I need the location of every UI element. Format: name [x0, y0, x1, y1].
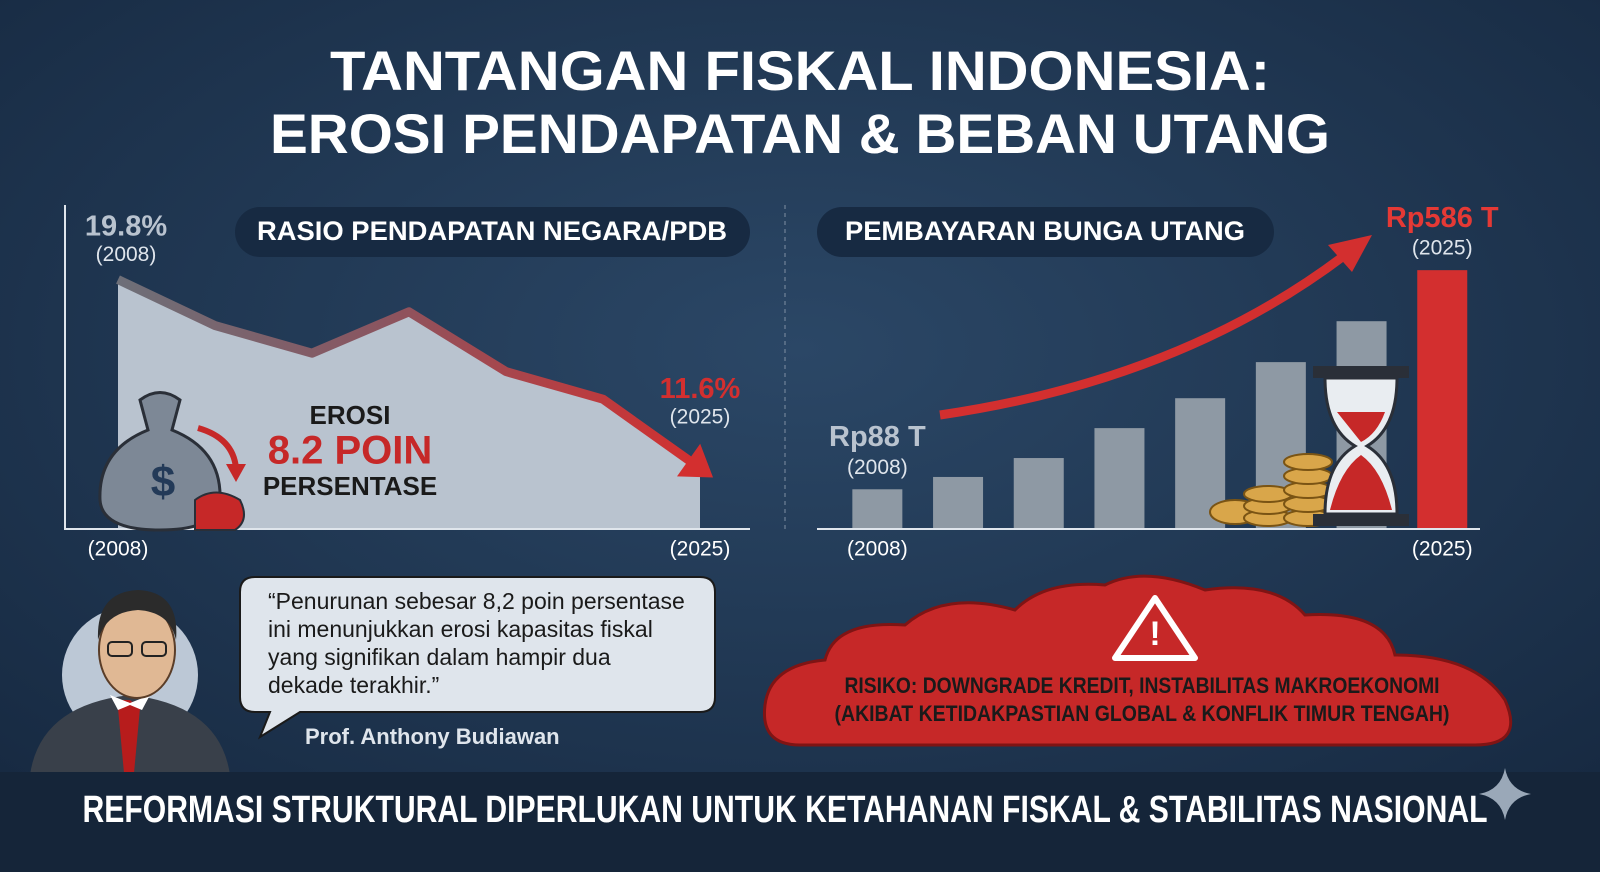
x-tick-label: (2008): [88, 538, 149, 561]
quote-line: ini menunjukkan erosi kapasitas fiskal: [268, 616, 653, 642]
svg-text:$: $: [151, 458, 175, 507]
annotation: PERSENTASE: [263, 471, 437, 501]
value-label: Rp88 T: [829, 421, 926, 453]
title: EROSI PENDAPATAN & BEBAN UTANG: [270, 102, 1330, 165]
quote-line: “Penurunan sebesar 8,2 poin persentase: [268, 588, 685, 614]
x-tick-label: (2025): [670, 538, 731, 561]
chart-title-pill: [817, 207, 1274, 257]
quote-line: yang signifikan dalam hampir dua: [268, 644, 611, 670]
left-chart: (2008) (2025)19.8%(2008)11.6%(2025): [85, 210, 741, 560]
sparkle-icon: [1479, 768, 1531, 820]
risk-text: RISIKO: DOWNGRADE KREDIT, INSTABILITAS M…: [845, 673, 1440, 698]
money-bag-icon: $: [98, 391, 246, 532]
chart-title: RASIO PENDAPATAN NEGARA/PDB: [257, 216, 727, 246]
trend-arrow: [939, 251, 1348, 420]
x-tick-label: (2025): [1412, 538, 1473, 561]
quote-author: Prof. Anthony Budiawan: [305, 724, 560, 749]
x-tick-label: (2008): [847, 538, 908, 561]
value-label-year: (2025): [670, 406, 731, 429]
title: TANTANGAN FISKAL INDONESIA:: [330, 39, 1270, 102]
bar: [1094, 428, 1145, 528]
speech-bubble: [239, 576, 716, 740]
hourglass-icon: [1313, 366, 1409, 526]
warning-icon: !: [1149, 615, 1160, 653]
chart-title-pill: [235, 207, 750, 257]
trend-arrow-head: [1328, 235, 1372, 272]
warning-icon: [1112, 595, 1198, 661]
value-label-year: (2008): [96, 243, 157, 266]
value-label-year: (2025): [1412, 237, 1473, 260]
annotation: EROSI: [310, 400, 391, 430]
quote-line: dekade terakhir.”: [268, 672, 439, 698]
person-illustration: [30, 590, 230, 775]
chart-title: PEMBAYARAN BUNGA UTANG: [845, 216, 1245, 246]
bar: [852, 489, 903, 528]
footer: REFORMASI STRUKTURAL DIPERLUKAN UNTUK KE…: [83, 789, 1488, 831]
value-label: 11.6%: [660, 373, 741, 405]
value-label: Rp586 T: [1386, 202, 1499, 234]
bar: [1417, 270, 1468, 528]
value-label-year: (2008): [847, 456, 908, 479]
risk-text: (AKIBAT KETIDAKPASTIAN GLOBAL & KONFLIK …: [835, 701, 1450, 726]
footer-bar: [0, 772, 1600, 872]
value-label: 19.8%: [85, 210, 167, 242]
bar: [933, 476, 984, 528]
line: [116, 275, 703, 472]
annotation: 8.2 POIN: [268, 429, 433, 473]
bar: [1013, 458, 1064, 528]
line-arrowhead: [676, 443, 714, 478]
